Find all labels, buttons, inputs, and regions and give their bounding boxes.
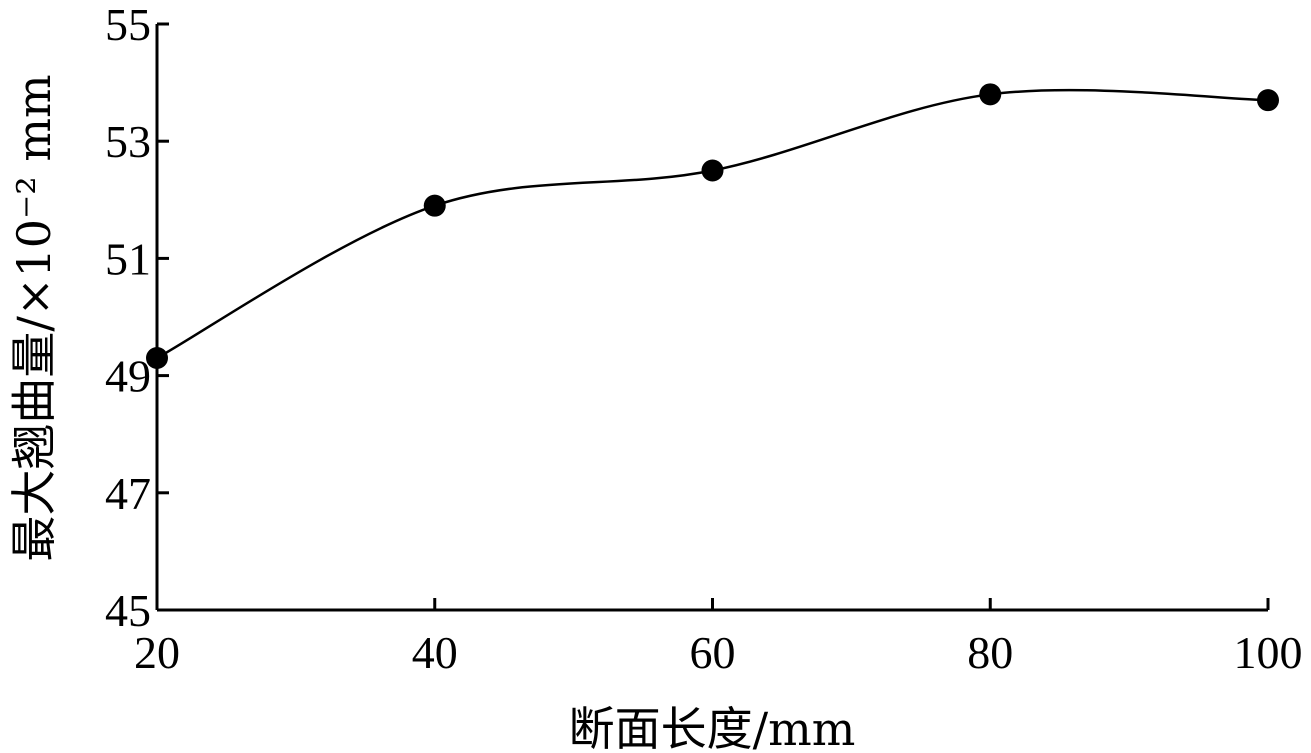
y-tick-label: 53 xyxy=(105,116,151,167)
y-tick-label: 51 xyxy=(105,233,151,284)
x-tick-label: 40 xyxy=(412,627,458,678)
data-point xyxy=(701,159,724,182)
data-point xyxy=(1257,89,1279,112)
x-tick-label: 100 xyxy=(1234,627,1303,678)
x-ticks: 20 40 60 80 100 xyxy=(134,598,1303,678)
data-point xyxy=(979,83,1002,106)
y-ticks: 45 47 49 51 53 55 xyxy=(105,0,169,636)
data-point xyxy=(146,347,168,370)
data-point xyxy=(423,194,446,217)
series-line xyxy=(156,88,1269,360)
series-points xyxy=(146,83,1279,370)
y-tick-label: 55 xyxy=(105,0,151,50)
x-tick-label: 20 xyxy=(134,627,180,678)
x-tick-label: 60 xyxy=(690,627,736,678)
y-axis-title: 最大翘曲量/×10⁻² mm xyxy=(7,74,61,561)
x-tick-label: 80 xyxy=(967,627,1013,678)
plot-area: 45 47 49 51 53 55 20 40 60 80 100 xyxy=(105,0,1303,678)
y-tick-label: 45 xyxy=(105,585,151,636)
y-tick-label: 49 xyxy=(105,351,151,402)
x-axis-title: 断面长度/mm xyxy=(569,702,856,753)
y-tick-label: 47 xyxy=(105,468,151,519)
